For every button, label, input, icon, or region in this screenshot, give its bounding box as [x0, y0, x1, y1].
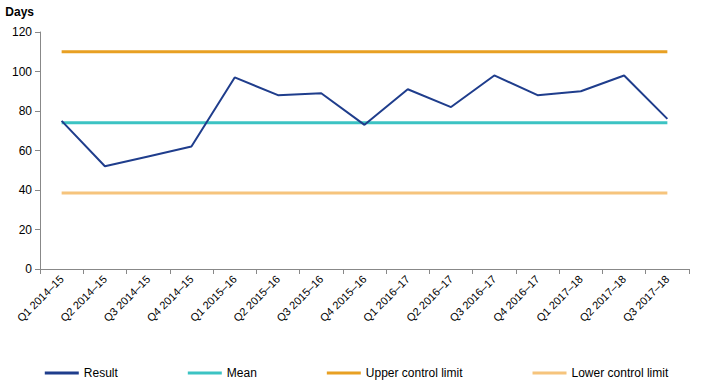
svg-text:Q1 2016–17: Q1 2016–17 — [360, 272, 412, 324]
svg-text:Q1 2014–15: Q1 2014–15 — [14, 272, 66, 324]
svg-text:Q3 2017–18: Q3 2017–18 — [620, 273, 671, 324]
svg-text:Q4 2016–17: Q4 2016–17 — [490, 272, 542, 324]
svg-text:Q1 2017–18: Q1 2017–18 — [533, 272, 586, 324]
svg-text:Q2 2017–18: Q2 2017–18 — [577, 272, 629, 324]
svg-text:Q4 2015–16: Q4 2015–16 — [317, 272, 369, 324]
svg-text:Lower control limit: Lower control limit — [572, 366, 669, 380]
svg-text:Result: Result — [84, 366, 119, 380]
svg-text:60: 60 — [19, 144, 33, 158]
svg-text:40: 40 — [19, 183, 33, 197]
svg-text:120: 120 — [12, 25, 32, 39]
svg-text:Q2 2015–16: Q2 2015–16 — [231, 272, 283, 324]
svg-text:0: 0 — [25, 262, 32, 276]
svg-text:Mean: Mean — [227, 366, 257, 380]
svg-text:Q1 2015–16: Q1 2015–16 — [187, 272, 239, 324]
svg-text:Days: Days — [5, 5, 34, 19]
svg-text:20: 20 — [19, 223, 33, 237]
svg-text:Q3 2016–17: Q3 2016–17 — [447, 272, 499, 324]
svg-text:80: 80 — [19, 104, 33, 118]
svg-text:Upper control limit: Upper control limit — [366, 366, 463, 380]
svg-text:Q3 2014–15: Q3 2014–15 — [101, 272, 153, 324]
svg-text:Q3 2015–16: Q3 2015–16 — [274, 272, 326, 324]
svg-text:Q4 2014–15: Q4 2014–15 — [144, 272, 196, 324]
svg-text:Q2 2014–15: Q2 2014–15 — [57, 272, 110, 324]
svg-text:100: 100 — [12, 65, 32, 79]
svg-text:Q2 2016–17: Q2 2016–17 — [404, 272, 456, 324]
